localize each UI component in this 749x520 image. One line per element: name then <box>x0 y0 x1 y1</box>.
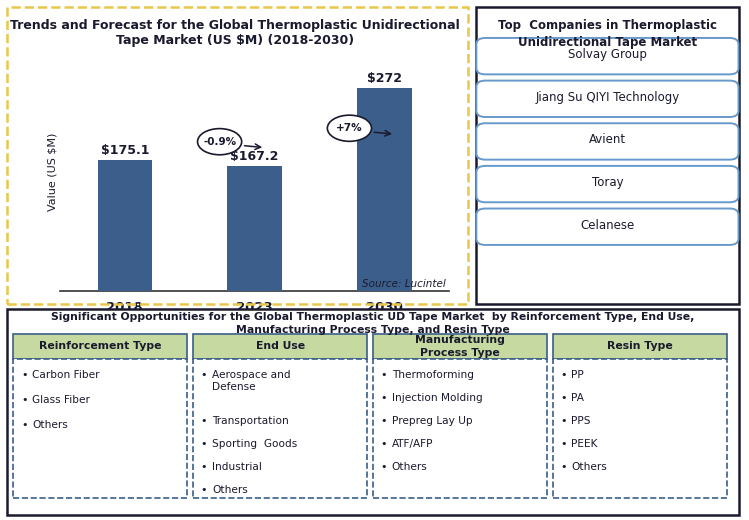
Text: •: • <box>21 370 28 380</box>
Text: $167.2: $167.2 <box>231 150 279 163</box>
Text: •: • <box>201 485 207 495</box>
Text: Top  Companies in Thermoplastic
Unidirectional Tape Market: Top Companies in Thermoplastic Unidirect… <box>498 19 717 49</box>
Bar <box>357 88 412 291</box>
Text: Injection Molding: Injection Molding <box>392 393 482 403</box>
Text: •: • <box>21 420 28 430</box>
Text: •: • <box>380 416 387 426</box>
Text: PEEK: PEEK <box>571 439 598 449</box>
Text: •: • <box>380 462 387 472</box>
Text: Source: Lucintel: Source: Lucintel <box>362 279 446 289</box>
Text: PPS: PPS <box>571 416 591 426</box>
Text: -0.9%: -0.9% <box>203 137 236 147</box>
Bar <box>228 166 282 291</box>
Text: •: • <box>201 439 207 449</box>
Text: •: • <box>201 416 207 426</box>
Text: Reinforcement Type: Reinforcement Type <box>39 341 162 352</box>
Text: Solvay Group: Solvay Group <box>568 48 647 61</box>
Text: •: • <box>560 393 567 403</box>
Text: Manufacturing
Process Type: Manufacturing Process Type <box>415 335 505 358</box>
Title: Trends and Forecast for the Global Thermoplastic Unidirectional
Tape Market (US : Trends and Forecast for the Global Therm… <box>10 19 460 47</box>
Text: Others: Others <box>32 420 68 430</box>
Text: $272: $272 <box>367 72 402 85</box>
Text: +7%: +7% <box>336 123 363 133</box>
Text: Resin Type: Resin Type <box>607 341 673 352</box>
Text: Thermoforming: Thermoforming <box>392 370 473 380</box>
Text: •: • <box>21 395 28 405</box>
Text: Others: Others <box>392 462 428 472</box>
Text: Celanese: Celanese <box>580 218 634 232</box>
Text: Prepreg Lay Up: Prepreg Lay Up <box>392 416 473 426</box>
Text: •: • <box>560 439 567 449</box>
Text: Avient: Avient <box>589 133 626 147</box>
Bar <box>97 160 152 291</box>
Text: Carbon Fiber: Carbon Fiber <box>32 370 100 380</box>
Y-axis label: Value (US $M): Value (US $M) <box>47 133 57 211</box>
Text: Aerospace and
Defense: Aerospace and Defense <box>212 370 291 392</box>
Text: End Use: End Use <box>255 341 305 352</box>
Text: Others: Others <box>212 485 248 495</box>
Text: Significant Opportunities for the Global Thermoplastic UD Tape Market  by Reinfo: Significant Opportunities for the Global… <box>52 312 694 335</box>
Text: Others: Others <box>571 462 607 472</box>
Text: •: • <box>560 416 567 426</box>
Text: •: • <box>560 462 567 472</box>
Text: Transportation: Transportation <box>212 416 288 426</box>
Text: Glass Fiber: Glass Fiber <box>32 395 90 405</box>
Text: •: • <box>201 370 207 380</box>
Text: •: • <box>560 370 567 380</box>
Text: Jiang Su QIYI Technology: Jiang Su QIYI Technology <box>536 90 679 103</box>
Text: ATF/AFP: ATF/AFP <box>392 439 433 449</box>
Text: Industrial: Industrial <box>212 462 262 472</box>
Text: Sporting  Goods: Sporting Goods <box>212 439 297 449</box>
Text: Toray: Toray <box>592 176 623 189</box>
Text: •: • <box>380 370 387 380</box>
Text: •: • <box>380 439 387 449</box>
Ellipse shape <box>198 128 242 155</box>
Text: $175.1: $175.1 <box>100 145 149 158</box>
Text: PA: PA <box>571 393 584 403</box>
Ellipse shape <box>327 115 372 141</box>
Text: •: • <box>380 393 387 403</box>
Text: •: • <box>201 462 207 472</box>
Text: PP: PP <box>571 370 584 380</box>
